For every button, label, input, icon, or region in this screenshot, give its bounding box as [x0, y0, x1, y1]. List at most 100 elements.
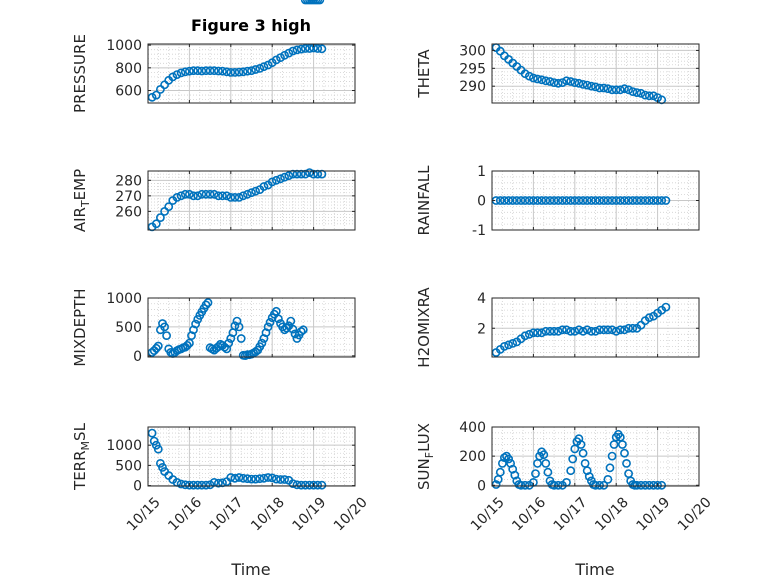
- minor-grid: [148, 427, 355, 486]
- data-point: [222, 191, 232, 201]
- data-point: [247, 188, 256, 198]
- data-point: [288, 324, 298, 334]
- data-point: [599, 83, 609, 93]
- y-tick-label: 600: [115, 84, 142, 100]
- data-point: [566, 196, 576, 205]
- data-point: [296, 327, 306, 336]
- data-point: [300, 44, 310, 53]
- data-point: [570, 326, 580, 336]
- y-tick-label: 400: [459, 420, 486, 436]
- data-point: [247, 66, 256, 76]
- data-point: [520, 196, 530, 205]
- data-point: [317, 480, 327, 490]
- data-point: [151, 343, 161, 353]
- data-point: [209, 66, 219, 76]
- data-point: [184, 480, 194, 490]
- y-axis-label: AIRTEMP: [71, 169, 92, 232]
- data-point: [213, 478, 223, 488]
- data-point: [603, 474, 613, 484]
- y-tick-label: 0: [477, 194, 486, 210]
- data-point: [182, 340, 192, 350]
- data-point: [545, 196, 555, 205]
- data-point: [259, 62, 269, 72]
- axes-box: [491, 297, 700, 358]
- data-point: [230, 473, 240, 483]
- data-point: [313, 44, 323, 53]
- figure-title: Figure 3 high: [191, 16, 311, 35]
- data-point: [197, 66, 207, 76]
- data-series: [491, 429, 667, 490]
- data-point: [218, 191, 227, 201]
- data-point: [549, 326, 559, 336]
- data-point: [267, 177, 277, 187]
- data-point: [574, 196, 584, 205]
- data-point: [558, 325, 567, 335]
- data-point: [286, 316, 296, 326]
- data-point: [251, 65, 260, 74]
- data-point: [545, 77, 555, 86]
- data-point: [151, 90, 161, 100]
- data-point: [595, 83, 604, 93]
- data-point: [541, 326, 551, 336]
- data-point: [251, 186, 260, 196]
- data-point: [242, 66, 252, 76]
- data-point: [520, 331, 530, 341]
- data-point: [309, 480, 318, 490]
- data-point: [197, 189, 207, 199]
- data-point: [213, 66, 223, 76]
- data-point: [570, 78, 580, 87]
- data-point: [197, 480, 207, 490]
- data-point: [201, 66, 211, 76]
- data-point: [576, 440, 586, 449]
- data-point: [280, 475, 289, 484]
- data-point: [578, 80, 588, 89]
- data-point: [628, 323, 638, 333]
- data-point: [578, 448, 588, 458]
- data-point: [164, 202, 174, 212]
- y-tick-label: 0: [133, 479, 142, 495]
- y-axis-label: TERRMSL: [71, 422, 92, 491]
- y-axis-label: THETA: [415, 49, 433, 99]
- data-point: [265, 317, 275, 327]
- data-point: [649, 196, 658, 205]
- data-point: [644, 91, 654, 101]
- data-point: [636, 480, 646, 490]
- data-point: [574, 325, 584, 335]
- y-tick-label: -1: [472, 223, 486, 239]
- data-point: [595, 325, 604, 335]
- data-point: [611, 326, 621, 336]
- data-point: [533, 196, 542, 205]
- data-point: [570, 196, 580, 205]
- data-point: [603, 84, 613, 94]
- data-point: [624, 85, 633, 95]
- data-point: [653, 196, 662, 205]
- data-point: [661, 302, 671, 312]
- data-point: [189, 191, 198, 201]
- data-point: [533, 74, 542, 84]
- data-point: [234, 67, 244, 77]
- data-point: [653, 480, 662, 490]
- data-point: [591, 82, 600, 92]
- data-point: [162, 331, 171, 340]
- y-axis-label: H2OMIXRA: [415, 287, 433, 368]
- y-tick-label: 0: [477, 478, 486, 494]
- data-point: [184, 189, 194, 199]
- data-point: [504, 454, 513, 464]
- data-point: [172, 192, 182, 202]
- data-point: [201, 189, 211, 199]
- data-point: [599, 325, 609, 335]
- data-point: [516, 196, 526, 205]
- data-point: [566, 466, 576, 476]
- data-point: [504, 196, 513, 205]
- data-point: [628, 87, 638, 96]
- data-point: [193, 66, 203, 76]
- data-point: [276, 174, 285, 184]
- data-point: [599, 196, 609, 205]
- data-point: [298, 325, 308, 335]
- data-point: [537, 196, 547, 205]
- data-point: [607, 196, 617, 205]
- subplot-pressure: 600 800 1000 PRESSURE: [71, 34, 356, 113]
- data-point: [271, 175, 281, 185]
- data-point: [640, 480, 650, 490]
